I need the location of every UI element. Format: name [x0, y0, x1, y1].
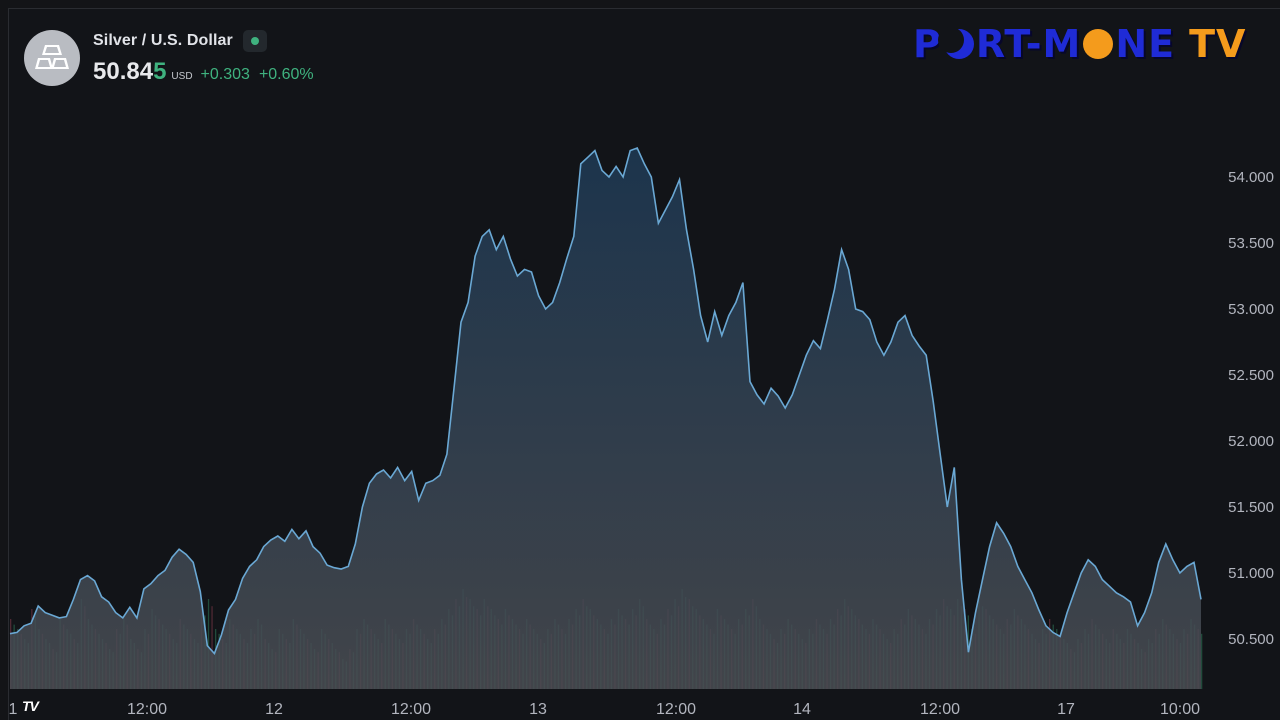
- silver-bars-icon: [24, 30, 80, 86]
- brand-logo: P RT-M NE TV: [913, 22, 1246, 66]
- volume-bar: [211, 606, 213, 689]
- y-tick-label: 51.000: [1228, 565, 1274, 582]
- y-tick-label: 51.500: [1228, 499, 1274, 516]
- volume-bar: [1201, 633, 1203, 689]
- brand-text-3: NE: [1115, 22, 1176, 66]
- price-area: [10, 148, 1201, 689]
- y-tick-label: 52.500: [1228, 367, 1274, 384]
- symbol-header: Silver / U.S. Dollar 50.84 5 USD +0.303 +…: [24, 30, 323, 86]
- sun-circle-icon: [1083, 29, 1114, 59]
- price-axis[interactable]: 50.500 51.000 51.500 52.000 52.500 53.000 53.5…: [1228, 169, 1274, 648]
- brand-text-1: P: [913, 22, 942, 66]
- x-tick-label: 12:00: [127, 701, 167, 718]
- y-tick-label: 54.000: [1228, 169, 1274, 186]
- x-tick-label: 12:00: [920, 701, 960, 718]
- x-tick-label: 12:00: [656, 701, 696, 718]
- price-line: [9, 146, 1202, 656]
- change-absolute: +0.303: [200, 66, 250, 83]
- symbol-title[interactable]: Silver / U.S. Dollar: [93, 32, 233, 49]
- time-axis[interactable]: 1 12:00 12 12:00 13 12:00 14 12:00 17 10:00: [9, 701, 1201, 718]
- change-percent: +0.60%: [258, 66, 314, 83]
- x-tick-label: 12:00: [391, 701, 431, 718]
- tradingview-logo-icon[interactable]: TV: [22, 698, 39, 714]
- brand-text-2: RT-M: [975, 22, 1082, 66]
- y-tick-label: 53.500: [1228, 235, 1274, 252]
- brand-text-4: TV: [1189, 22, 1247, 66]
- y-tick-label: 50.500: [1228, 631, 1274, 648]
- x-tick-label: 12: [265, 701, 283, 718]
- last-price: 50.84: [93, 58, 154, 85]
- x-tick-label: 13: [529, 701, 547, 718]
- crescent-moon-icon: [937, 27, 974, 59]
- y-tick-label: 53.000: [1228, 301, 1274, 318]
- market-open-dot-icon: [250, 37, 259, 45]
- x-tick-label: 14: [793, 701, 811, 718]
- market-status[interactable]: [242, 30, 267, 52]
- x-tick-label: 17: [1057, 701, 1075, 718]
- x-tick-label: 1: [9, 701, 18, 718]
- y-tick-label: 52.000: [1228, 433, 1274, 450]
- currency-label: USD: [171, 71, 193, 82]
- last-price-digit: 5: [153, 58, 167, 85]
- x-tick-label: 10:00: [1160, 701, 1200, 718]
- volume-bar: [207, 599, 210, 689]
